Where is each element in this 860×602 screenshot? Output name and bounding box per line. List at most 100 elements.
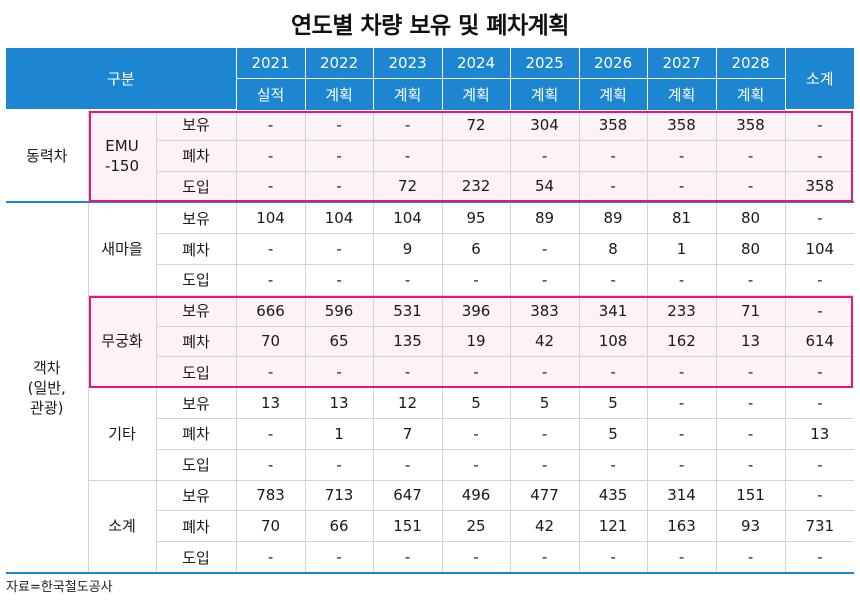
value-cell: 162 bbox=[646, 326, 717, 358]
value-cell: - bbox=[304, 449, 374, 481]
value-cell: - bbox=[304, 233, 374, 265]
value-cell: 80 bbox=[715, 202, 786, 235]
value-cell: 95 bbox=[441, 202, 511, 235]
value-cell: - bbox=[509, 140, 580, 172]
table-row: 폐차 - -9 6-8 1 80 104 bbox=[6, 233, 855, 265]
value-cell: 1 bbox=[646, 233, 717, 265]
table-row: 동력차 EMU -150 보유 - - -72 304 358 358 358- bbox=[6, 109, 855, 204]
value-cell: 151 bbox=[372, 510, 443, 543]
header-status: 계획 bbox=[372, 78, 443, 110]
group-label: 객차 (일반, 관광) bbox=[6, 202, 88, 574]
value-cell: - bbox=[235, 356, 306, 389]
value-cell: - bbox=[304, 109, 374, 141]
value-cell: - bbox=[235, 233, 306, 265]
value-cell: 666 bbox=[235, 295, 306, 327]
total-cell: 13 bbox=[784, 418, 855, 450]
row-type-label: 도입 bbox=[155, 449, 237, 481]
table-body: 동력차 EMU -150 보유 - - -72 304 358 358 358- 폐차 - - - - - - -… bbox=[6, 109, 855, 574]
value-cell: 135 bbox=[372, 326, 443, 358]
value-cell: 81 bbox=[646, 202, 717, 235]
value-cell: - bbox=[715, 418, 786, 450]
value-cell: 531 bbox=[372, 295, 443, 327]
header-status: 실적 bbox=[235, 78, 306, 110]
total-cell: - bbox=[784, 140, 855, 172]
value-cell: 80 bbox=[715, 233, 786, 265]
value-cell: 233 bbox=[646, 295, 717, 327]
value-cell: 42 bbox=[509, 326, 580, 358]
header-year: 2025 bbox=[509, 48, 580, 80]
header-year: 2021 bbox=[235, 48, 306, 80]
value-cell: 9 bbox=[372, 233, 443, 265]
subgroup-label: 기타 bbox=[87, 387, 156, 481]
value-cell: 66 bbox=[304, 510, 374, 543]
subgroup-label: EMU -150 bbox=[87, 109, 156, 204]
value-cell: - bbox=[441, 541, 511, 574]
value-cell: 42 bbox=[509, 510, 580, 543]
table-row: 도입 - -72 232 54- - -358 bbox=[6, 171, 855, 204]
value-cell: 19 bbox=[441, 326, 511, 358]
value-cell: - bbox=[372, 140, 443, 172]
value-cell: - bbox=[646, 541, 717, 574]
value-cell: - bbox=[441, 264, 511, 296]
value-cell: 358 bbox=[646, 109, 717, 141]
value-cell: 104 bbox=[372, 202, 443, 235]
total-cell: - bbox=[784, 264, 855, 296]
subgroup-label: 소계 bbox=[87, 480, 156, 574]
value-cell: 65 bbox=[304, 326, 374, 358]
table-row: 소계 보유 783 713 647 496 477 435 314 151- bbox=[6, 480, 855, 574]
value-cell: - bbox=[235, 264, 306, 296]
value-cell: - bbox=[715, 264, 786, 296]
value-cell: 5 bbox=[578, 418, 648, 450]
value-cell: - bbox=[372, 356, 443, 389]
value-cell: 72 bbox=[372, 171, 443, 204]
value-cell: 783 bbox=[235, 480, 306, 512]
table-row: 폐차 70 66 151 25 42 121 163 93 731 bbox=[6, 510, 855, 543]
value-cell: 8 bbox=[578, 233, 648, 265]
total-cell: 358 bbox=[784, 171, 855, 204]
header-status: 계획 bbox=[304, 78, 374, 110]
value-cell: - bbox=[509, 418, 580, 450]
value-cell: 121 bbox=[578, 510, 648, 543]
value-cell: - bbox=[441, 418, 511, 450]
value-cell: 13 bbox=[235, 387, 306, 419]
value-cell: 104 bbox=[304, 202, 374, 235]
vehicle-plan-table: 구분 2021 2022 2023 2024 2025 2026 2027 20… bbox=[6, 48, 855, 574]
row-type-label: 폐차 bbox=[155, 140, 237, 172]
value-cell: 72 bbox=[441, 109, 511, 141]
value-cell: - bbox=[235, 171, 306, 204]
value-cell: - bbox=[235, 541, 306, 574]
value-cell: 396 bbox=[441, 295, 511, 327]
row-type-label: 보유 bbox=[155, 295, 237, 327]
total-cell: - bbox=[784, 480, 855, 512]
value-cell: 5 bbox=[441, 387, 511, 419]
value-cell: 89 bbox=[578, 202, 648, 235]
value-cell: - bbox=[304, 541, 374, 574]
subgroup-label: 무궁화 bbox=[87, 295, 156, 389]
value-cell: 304 bbox=[509, 109, 580, 141]
value-cell: 70 bbox=[235, 510, 306, 543]
value-cell: - bbox=[715, 140, 786, 172]
value-cell: 54 bbox=[509, 171, 580, 204]
value-cell: - bbox=[646, 418, 717, 450]
table-row: 폐차 70 65 135 19 42 108 162 13 614 bbox=[6, 326, 855, 358]
total-cell: - bbox=[784, 202, 855, 235]
row-type-label: 보유 bbox=[155, 109, 237, 141]
value-cell: 104 bbox=[235, 202, 306, 235]
value-cell bbox=[441, 140, 511, 172]
value-cell: - bbox=[578, 171, 648, 204]
value-cell: - bbox=[715, 387, 786, 419]
value-cell: - bbox=[372, 541, 443, 574]
table-row: 폐차 -1 7- -5- -13 bbox=[6, 418, 855, 450]
value-cell: 232 bbox=[441, 171, 511, 204]
table-row: 도입 - - - - - - - - - bbox=[6, 541, 855, 574]
total-cell: - bbox=[784, 109, 855, 141]
subgroup-label: 새마을 bbox=[87, 202, 156, 296]
value-cell: 13 bbox=[715, 326, 786, 358]
value-cell: - bbox=[715, 356, 786, 389]
page-title: 연도별 차량 보유 및 폐차계획 bbox=[291, 13, 569, 39]
value-cell: 596 bbox=[304, 295, 374, 327]
header-status: 계획 bbox=[646, 78, 717, 110]
table-row: 도입 - - - - - - - - - bbox=[6, 356, 855, 389]
value-cell: - bbox=[509, 541, 580, 574]
row-type-label: 폐차 bbox=[155, 510, 237, 543]
